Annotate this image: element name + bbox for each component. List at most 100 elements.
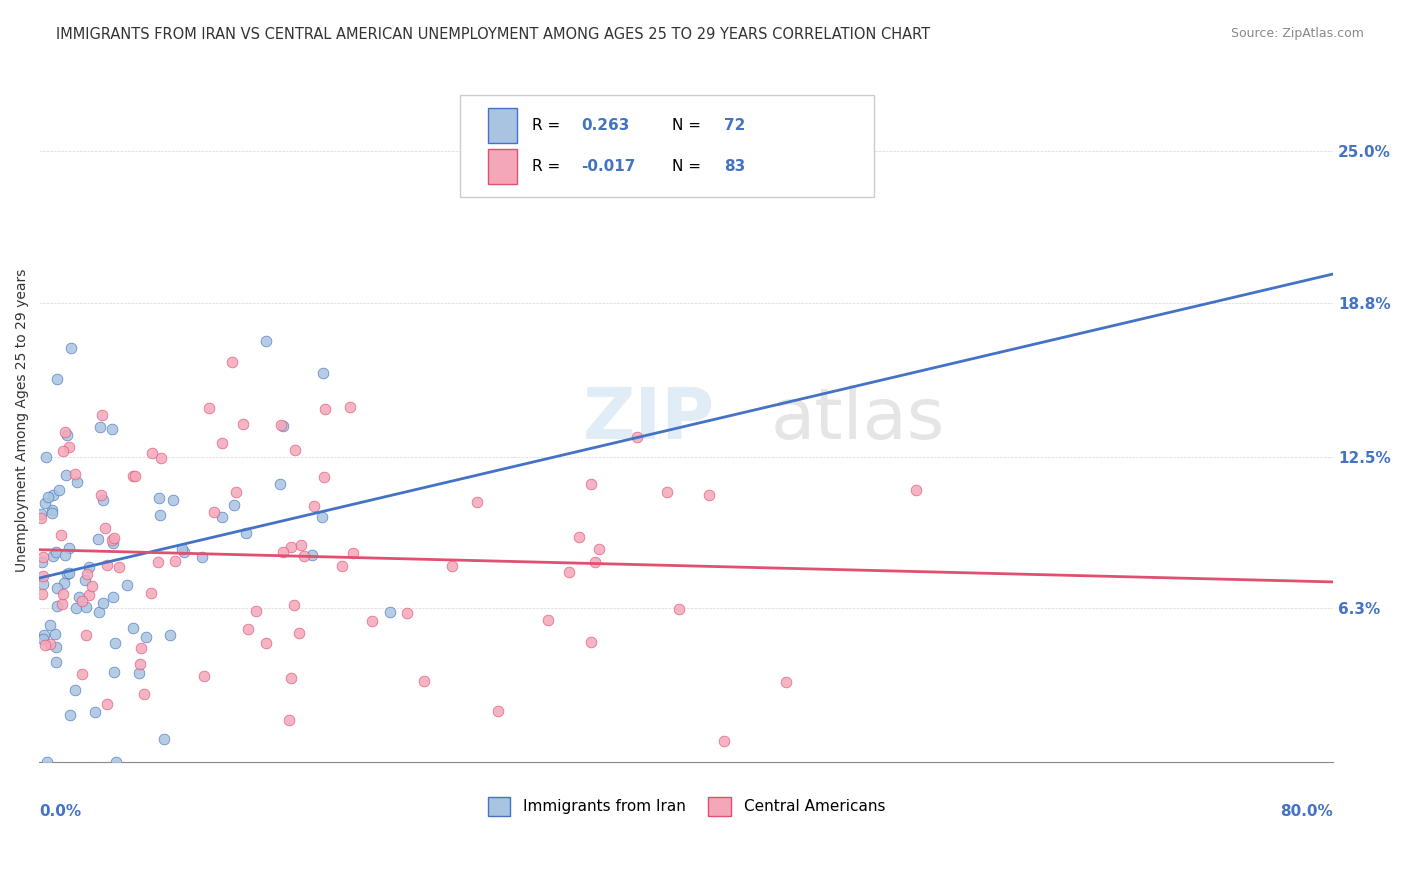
Point [283,598,305,612]
Point [34,638,56,652]
Point [41,502,63,516]
Point [579,635,602,649]
Point [173,545,195,559]
Point [30,511,52,525]
Point [124,469,146,483]
Point [211,436,233,450]
Point [202,505,225,519]
Point [48,483,70,498]
Point [44,626,66,640]
Point [135,630,157,644]
Text: N =: N = [672,118,706,133]
Point [583,555,606,569]
Point [37,490,59,504]
Point [108,560,131,574]
Point [70,667,93,681]
Point [34,496,56,510]
Point [568,530,591,544]
Point [38,637,60,651]
Point [75,628,97,642]
Point [90,487,112,501]
Point [65,600,87,615]
Point [626,430,648,444]
Point [311,509,333,524]
Text: N =: N = [672,159,706,174]
Text: IMMIGRANTS FROM IRAN VS CENTRAL AMERICAN UNEMPLOYMENT AMONG AGES 25 TO 29 YEARS : IMMIGRANTS FROM IRAN VS CENTRAL AMERICAN… [56,27,931,42]
Point [128,657,150,672]
Point [46,599,69,614]
Point [46,371,69,385]
Point [75,573,97,587]
Point [537,613,560,627]
Point [163,554,186,568]
Point [245,603,267,617]
Point [94,521,117,535]
Point [172,542,194,557]
Text: 0.0%: 0.0% [39,804,82,819]
Point [96,558,118,572]
Point [104,756,127,770]
Legend: Immigrants from Iran, Central Americans: Immigrants from Iran, Central Americans [479,789,893,823]
Point [67,590,90,604]
Point [271,419,294,434]
Point [139,586,162,600]
Point [42,488,65,502]
Point [159,628,181,642]
Point [302,500,325,514]
Point [191,550,214,565]
Point [235,525,257,540]
Point [697,488,720,502]
Point [198,401,221,416]
Point [284,443,307,458]
Point [290,538,312,552]
Point [31,587,53,601]
Point [46,581,69,595]
Point [277,713,299,727]
Point [35,756,58,770]
Point [288,626,311,640]
Point [45,545,67,559]
Point [58,440,80,454]
Point [75,600,97,615]
Point [162,493,184,508]
Point [128,665,150,680]
Point [104,636,127,650]
Point [269,476,291,491]
Point [52,587,75,601]
Point [236,622,259,636]
Point [280,540,302,554]
Point [32,628,55,642]
Point [101,421,124,435]
Point [34,450,56,464]
Point [103,665,125,679]
Point [42,549,65,563]
Point [58,541,80,555]
Point [122,469,145,483]
Point [254,334,277,348]
Point [557,565,579,579]
FancyBboxPatch shape [488,108,517,143]
Point [56,427,79,442]
Point [91,493,114,508]
Point [149,450,172,465]
Point [440,558,463,573]
Point [588,542,610,557]
Point [45,655,67,669]
Text: 80.0%: 80.0% [1281,804,1333,819]
Point [66,475,89,489]
Point [90,408,112,422]
Point [330,558,353,573]
Point [60,342,83,356]
Point [655,485,678,500]
Point [58,566,80,580]
Point [53,425,76,439]
Point [668,602,690,616]
Point [93,596,115,610]
Point [132,687,155,701]
Point [270,418,292,433]
Point [56,567,79,582]
Text: 0.263: 0.263 [582,118,630,133]
Point [148,491,170,505]
Point [117,578,139,592]
Point [292,549,315,563]
